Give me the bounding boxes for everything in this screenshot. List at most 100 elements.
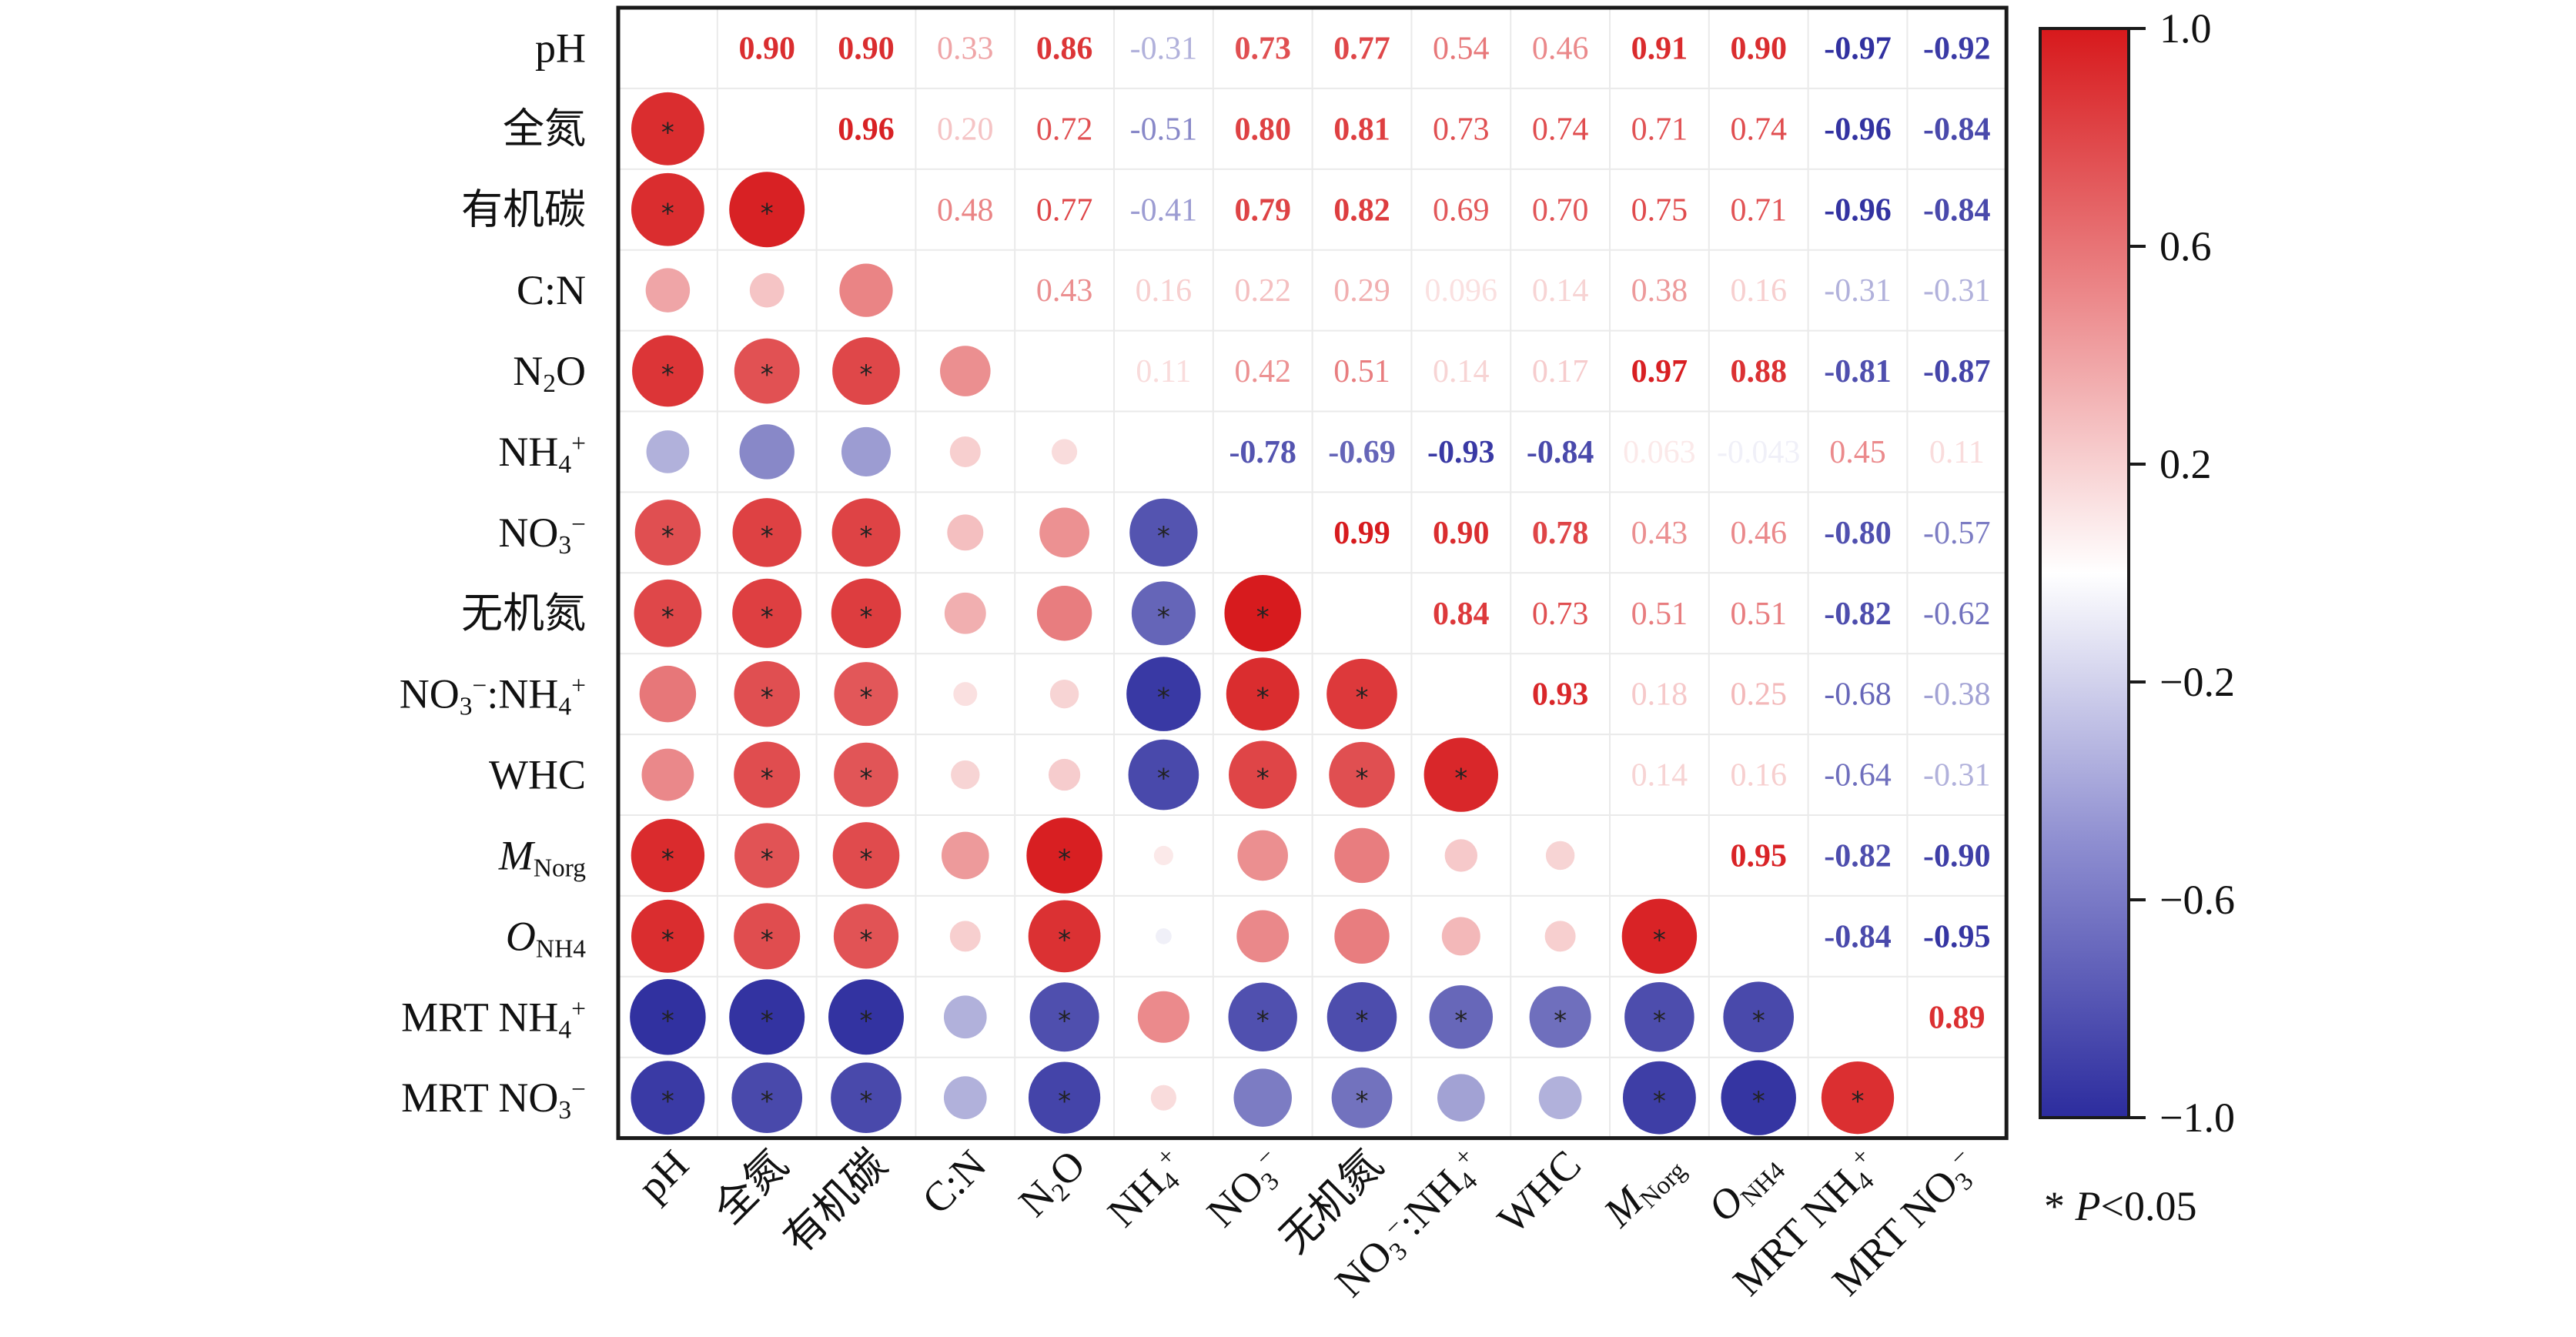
correlation-value: 0.79: [1234, 192, 1291, 228]
correlation-value: 0.69: [1433, 192, 1490, 228]
correlation-circle: [1821, 1061, 1895, 1135]
significance-star: *: [661, 1086, 674, 1117]
significance-star: *: [1653, 1086, 1666, 1117]
correlation-circle: [828, 979, 904, 1055]
plot-frame: [616, 5, 2009, 1141]
correlation-circle: [1129, 498, 1198, 567]
correlation-value: -0.96: [1824, 112, 1892, 147]
significance-star: *: [761, 521, 774, 552]
correlation-circle: [631, 1061, 705, 1135]
correlation-value: 0.81: [1333, 112, 1390, 147]
x-label: pH: [629, 1141, 698, 1210]
correlation-value: 0.71: [1631, 112, 1688, 147]
correlation-circle: [646, 430, 690, 473]
correlation-circle: [1334, 827, 1390, 884]
correlation-value: 0.43: [1036, 273, 1093, 309]
y-label: pH: [535, 25, 586, 71]
significance-star: *: [661, 359, 674, 390]
significance-note: * P<0.05: [2044, 1183, 2196, 1229]
correlation-circle: [734, 741, 801, 808]
correlation-value: -0.96: [1824, 192, 1892, 228]
correlation-circle: [944, 592, 986, 634]
correlation-circle: [732, 578, 802, 648]
correlation-circle: [951, 760, 980, 790]
x-label: 全氮: [705, 1141, 797, 1233]
correlation-circle: [940, 346, 991, 396]
significance-star: *: [860, 1086, 873, 1117]
correlation-value: 0.74: [1730, 112, 1787, 147]
correlation-circle: [1052, 439, 1078, 465]
correlation-value: -0.87: [1923, 354, 1991, 389]
correlation-value: -0.84: [1923, 192, 1991, 228]
correlation-value: -0.93: [1427, 435, 1495, 470]
correlation-circle: [1624, 981, 1694, 1052]
correlation-circle: [831, 498, 901, 567]
correlation-value: 0.75: [1631, 192, 1688, 228]
correlation-value: 0.95: [1730, 838, 1787, 874]
significance-star: *: [1356, 1005, 1369, 1036]
y-label: MNorg: [498, 832, 586, 882]
correlation-circle: [1150, 1085, 1176, 1111]
significance-star: *: [860, 1005, 873, 1036]
correlation-circle: [1544, 921, 1576, 952]
correlation-value: 0.80: [1234, 112, 1291, 147]
y-label: 全氮: [503, 105, 586, 152]
correlation-value: -0.92: [1923, 31, 1991, 66]
correlation-value: -0.95: [1923, 919, 1991, 954]
correlation-value: 0.82: [1333, 192, 1390, 228]
correlation-circle: [832, 822, 900, 889]
correlation-value: -0.31: [1824, 273, 1892, 309]
significance-star: *: [860, 683, 873, 714]
significance-star: *: [1852, 1086, 1865, 1117]
significance-star: *: [1058, 1005, 1071, 1036]
correlation-value: 0.43: [1631, 516, 1688, 551]
x-label: N2O: [1010, 1141, 1097, 1228]
correlation-circle: [949, 436, 981, 467]
x-label: WHC: [1489, 1141, 1591, 1243]
y-label: MRT NO3−: [401, 1075, 586, 1125]
correlation-circle: [641, 748, 694, 801]
significance-star: *: [860, 602, 873, 633]
significance-star: *: [1752, 1005, 1765, 1036]
correlation-value: 0.096: [1425, 273, 1498, 309]
colorbar-tick-label: 1.0: [2159, 5, 2212, 52]
correlation-circle: [1721, 1060, 1796, 1135]
correlation-value: -0.84: [1923, 112, 1991, 147]
correlation-circle: [729, 979, 805, 1055]
significance-star: *: [1058, 1086, 1071, 1117]
correlation-value: 0.96: [838, 112, 895, 147]
correlation-circle: [749, 272, 785, 308]
significance-star: *: [1256, 764, 1270, 794]
correlation-value: 0.16: [1730, 758, 1787, 794]
significance-star: *: [1058, 924, 1071, 955]
correlation-circle: [1028, 900, 1101, 973]
correlation-circle: [1236, 910, 1290, 963]
correlation-value: 0.91: [1631, 31, 1688, 66]
significance-star: *: [761, 764, 774, 794]
correlation-circle: [1039, 507, 1090, 558]
correlation-circle: [1529, 986, 1591, 1048]
significance-star: *: [1653, 1005, 1666, 1036]
correlation-circle: [1331, 1067, 1393, 1128]
correlation-value: 0.20: [937, 112, 994, 147]
correlation-circle: [631, 172, 704, 246]
correlation-circle: [631, 92, 704, 165]
y-label: WHC: [489, 752, 586, 798]
correlation-circle: [734, 338, 800, 404]
correlation-value: -0.31: [1923, 273, 1991, 309]
correlation-value: -0.31: [1923, 758, 1991, 794]
correlation-value: 0.78: [1532, 516, 1589, 551]
correlation-circle: [734, 903, 801, 970]
colorbar-tick-label: 0.6: [2159, 223, 2212, 269]
correlation-circle: [1029, 982, 1099, 1052]
correlation-value: 0.17: [1532, 354, 1589, 389]
significance-star: *: [860, 359, 873, 390]
colorbar: 1.0 0.6 0.2 −0.2 −0.6 −1.0: [2039, 5, 2235, 1141]
correlation-circle: [631, 899, 704, 973]
significance-star: *: [661, 844, 674, 874]
correlation-circle: [1036, 586, 1092, 641]
significance-star: *: [761, 359, 774, 390]
significance-star: *: [761, 198, 774, 229]
correlation-value: -0.57: [1923, 516, 1991, 551]
y-label: NO3−: [498, 510, 586, 560]
